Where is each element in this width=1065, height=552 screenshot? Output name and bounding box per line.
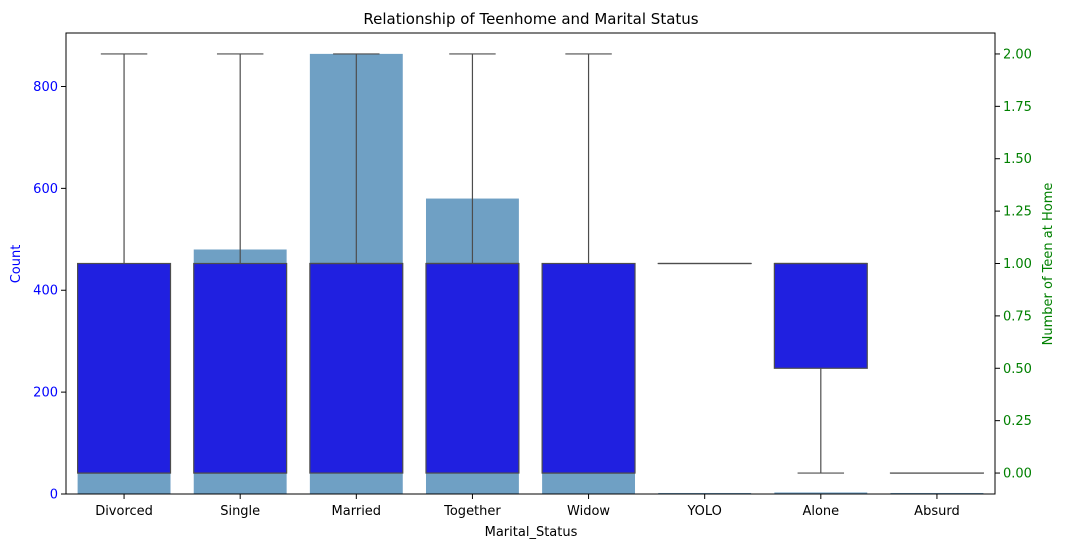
box-iqr: [194, 264, 287, 474]
box-iqr: [310, 264, 403, 474]
x-tick-label-absurd: Absurd: [914, 504, 960, 519]
right-y-tick-label: 0.25: [1003, 414, 1032, 429]
x-tick-label-single: Single: [220, 504, 260, 519]
left-y-tick-label: 0: [50, 488, 58, 503]
box-alone: [774, 264, 867, 474]
x-tick-label-together: Together: [443, 504, 501, 519]
box-single: [194, 54, 287, 473]
box-iqr: [426, 264, 519, 474]
axes: 0 200 400 600 800 0.00 0.25 0.50 0.75 1.00 1.25 1.5…: [33, 33, 1032, 519]
right-y-tick-label: 1.50: [1003, 152, 1032, 167]
right-y-tick-label: 0.75: [1003, 309, 1032, 324]
x-tick-label-married: Married: [332, 504, 382, 519]
right-y-tick-label: 1.75: [1003, 100, 1032, 115]
left-y-tick-label: 800: [33, 80, 58, 95]
right-y-axis-label: Number of Teen at Home: [1041, 183, 1056, 346]
x-tick-label-widow: Widow: [567, 504, 610, 519]
box-iqr: [542, 264, 635, 474]
right-y-tick-label: 0.50: [1003, 362, 1032, 377]
x-tick-label-alone: Alone: [802, 504, 839, 519]
right-y-tick-label: 1.00: [1003, 257, 1032, 272]
x-tick-label-divorced: Divorced: [95, 504, 153, 519]
box-series: [78, 54, 984, 473]
left-y-tick-label: 600: [33, 182, 58, 197]
right-y-tick-label: 2.00: [1003, 47, 1032, 62]
left-y-tick-label: 400: [33, 284, 58, 299]
right-y-tick-label: 0.00: [1003, 467, 1032, 482]
x-tick-label-yolo: YOLO: [686, 504, 721, 519]
right-y-tick-label: 1.25: [1003, 205, 1032, 220]
box-widow: [542, 54, 635, 473]
box-together: [426, 54, 519, 473]
box-divorced: [78, 54, 171, 473]
box-iqr: [774, 264, 867, 369]
chart-title: Relationship of Teenhome and Marital Sta…: [363, 10, 698, 28]
left-y-axis-label: Count: [9, 245, 24, 284]
box-iqr: [78, 264, 171, 474]
x-axis-label: Marital_Status: [485, 525, 578, 540]
left-y-tick-label: 200: [33, 386, 58, 401]
